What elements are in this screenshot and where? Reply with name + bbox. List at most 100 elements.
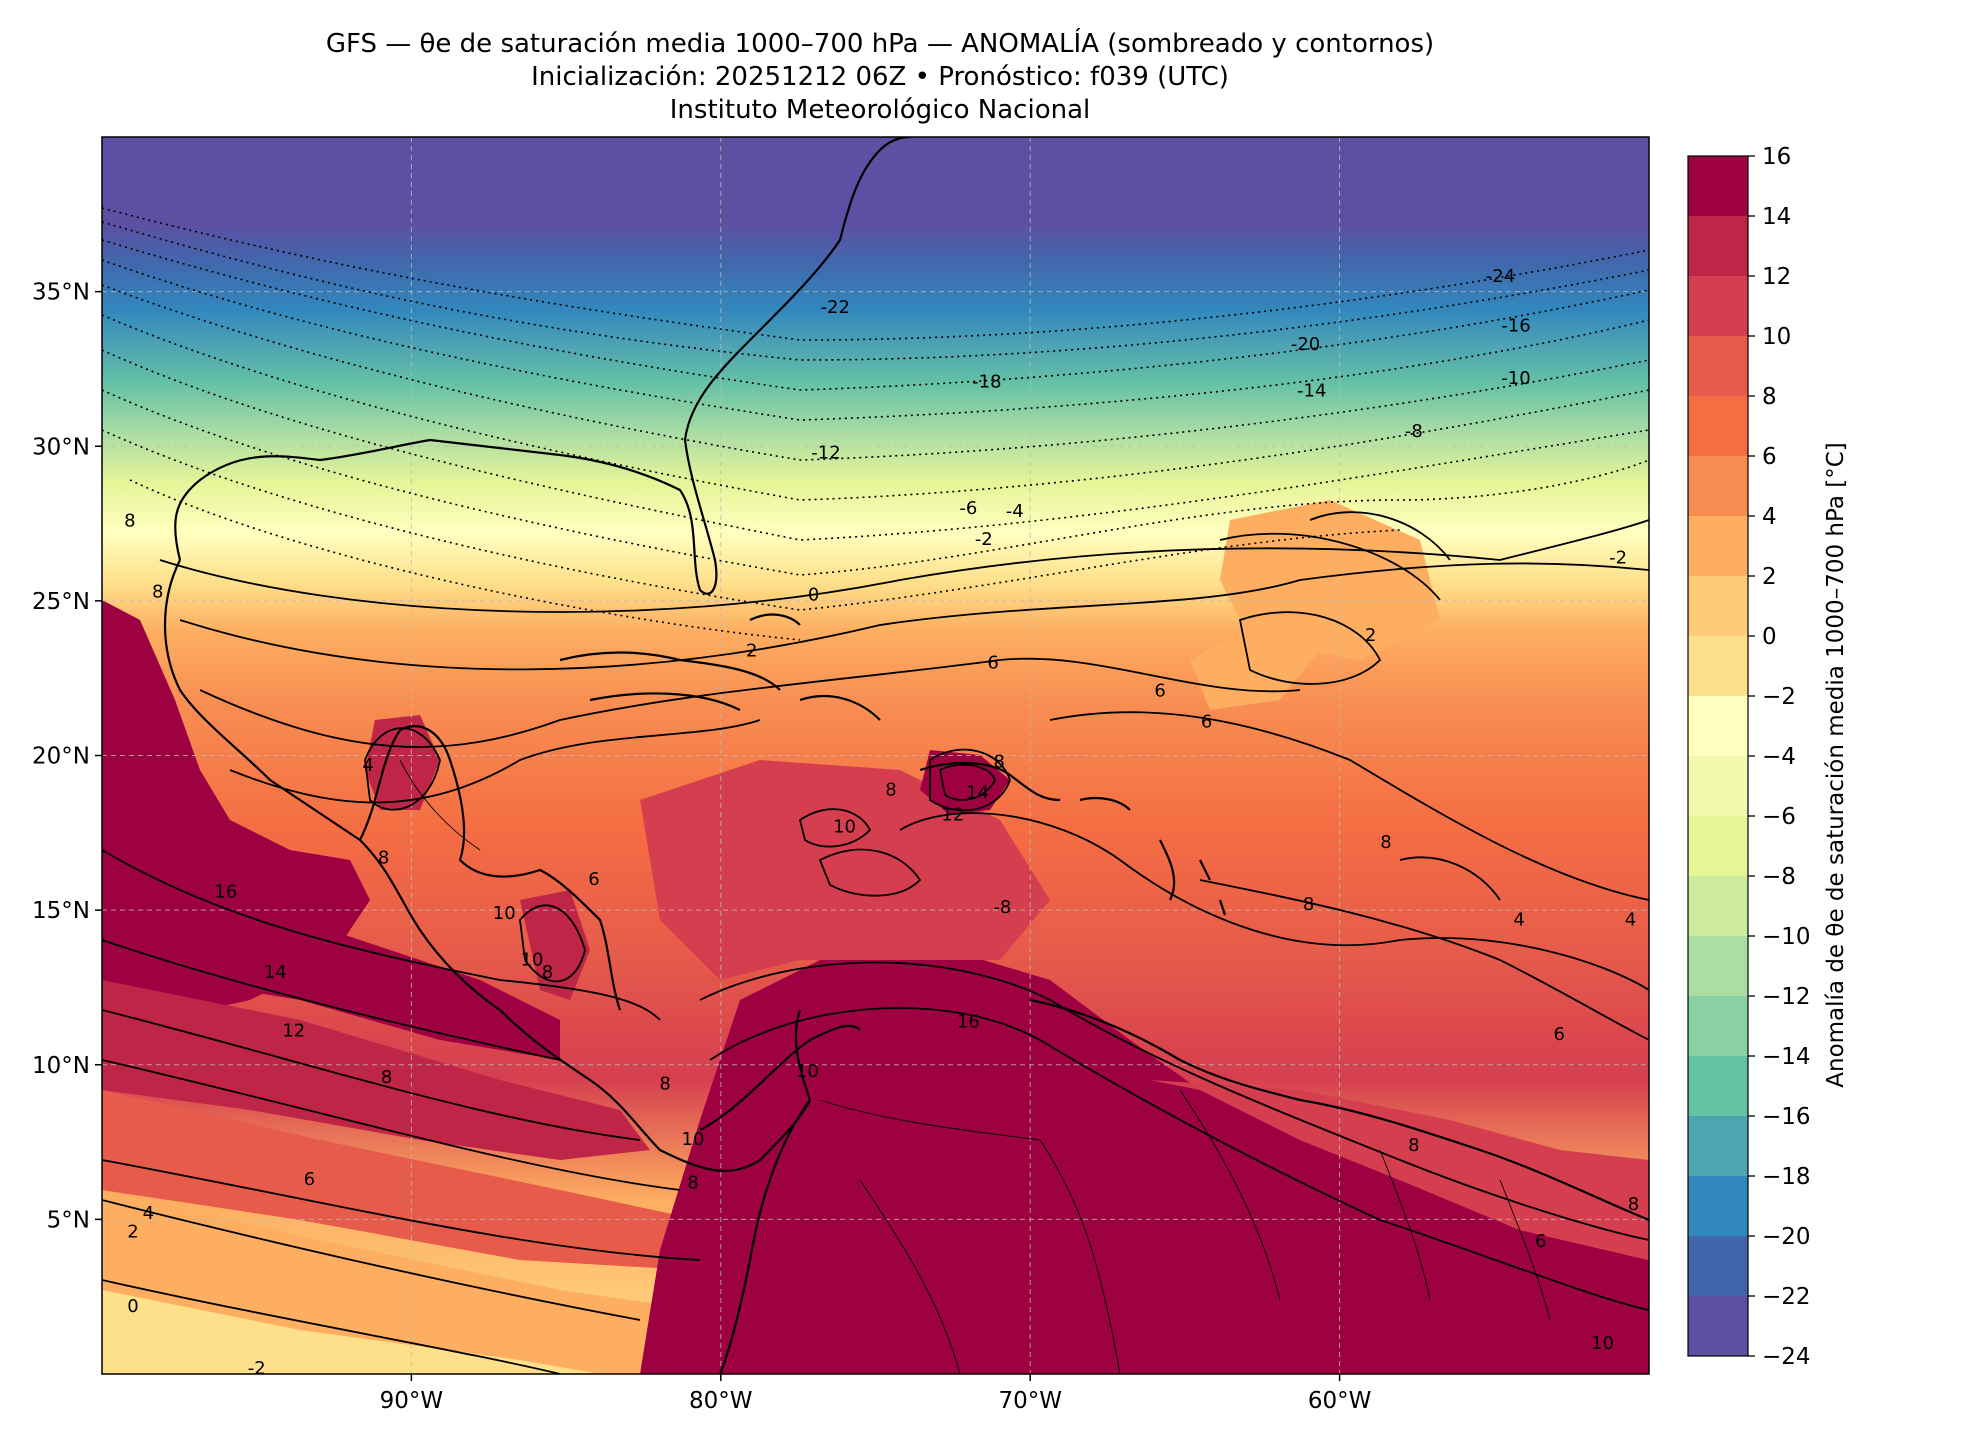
negative-contours — [102, 207, 1649, 641]
colorbar-tick-label: −12 — [1762, 984, 1811, 1010]
contour-label: 10 — [833, 817, 856, 838]
contour-label: 12 — [282, 1021, 305, 1042]
contour-label: 8 — [994, 752, 1005, 773]
contour-label: 4 — [362, 755, 373, 776]
colorbar-tick-label: −14 — [1762, 1044, 1811, 1070]
colorbar-tick-label: −10 — [1762, 924, 1811, 950]
contour-label: 8 — [885, 780, 896, 801]
contour-label: -2 — [975, 529, 993, 550]
contour-label: -22 — [821, 297, 850, 318]
colorbar-tick-label: −24 — [1762, 1344, 1811, 1370]
contour-label: 0 — [808, 585, 819, 606]
contour-label: 6 — [1201, 711, 1212, 732]
colorbar-segment — [1688, 456, 1748, 516]
colorbar-segment — [1688, 576, 1748, 636]
contour-label: -18 — [972, 371, 1001, 392]
warm-anomaly-central-america — [520, 890, 590, 1000]
mild-anomaly-atlantic-north — [1220, 500, 1440, 660]
contour-label: 14 — [966, 783, 989, 804]
contour-label: -2 — [1609, 548, 1627, 569]
colorbar-tick-label: 16 — [1762, 144, 1791, 170]
colorbar-segment — [1688, 1236, 1748, 1296]
contour-label: 6 — [588, 869, 599, 890]
contour-label: 8 — [1408, 1135, 1419, 1156]
contour-label: 4 — [1625, 909, 1636, 930]
lat-tick-label: 30°N — [32, 434, 90, 460]
colorbar-segment — [1688, 756, 1748, 816]
contour-label: 16 — [214, 882, 237, 903]
positive-contours — [102, 511, 1649, 1374]
colorbar-segment — [1688, 816, 1748, 876]
contour-label: 10 — [1591, 1333, 1614, 1354]
colorbar-segment — [1688, 1296, 1748, 1356]
contour-label: -24 — [1486, 266, 1515, 287]
colorbar-tick-label: 12 — [1762, 264, 1791, 290]
chart-subtitle-run: Inicialización: 20251212 06Z • Pronóstic… — [531, 62, 1229, 92]
colorbar-segment — [1688, 1116, 1748, 1176]
colorbar-segment — [1688, 216, 1748, 276]
contour-label: 4 — [143, 1203, 154, 1224]
warm-anomaly-pacific-band — [102, 1090, 700, 1270]
lat-tick-label: 15°N — [32, 898, 90, 924]
contour-label: 2 — [127, 1222, 138, 1243]
contour-label: 6 — [1535, 1231, 1546, 1252]
axis-ticks: 90°W 80°W 70°W 60°W35°N30°N25°N20°N15°N10°N… — [32, 280, 1371, 1414]
colorbar-tick-label: 6 — [1762, 444, 1777, 470]
contour-label: 8 — [1628, 1194, 1639, 1215]
lon-tick-label: 80°W — [689, 1388, 753, 1414]
contour-label: 8 — [152, 582, 163, 603]
colorbar-tick-label: 10 — [1762, 324, 1791, 350]
chart-title: GFS — θe de saturación media 1000–700 hP… — [325, 29, 1435, 59]
lat-tick-label: 20°N — [32, 744, 90, 770]
contour-label: -4 — [1006, 501, 1024, 522]
colorbar-tick-label: 2 — [1762, 564, 1777, 590]
warm-anomaly-guianas — [1150, 1080, 1649, 1260]
warm-anomaly-pacific-south — [102, 980, 650, 1160]
coastlines — [163, 137, 1649, 1374]
neutral-anomaly-pacific-equator — [102, 1290, 600, 1374]
colorbar-segment — [1688, 936, 1748, 996]
contour-label: 8 — [124, 510, 135, 531]
lat-tick-label: 35°N — [32, 280, 90, 306]
contour-label: -16 — [1501, 316, 1530, 337]
colorbar-segment — [1688, 516, 1748, 576]
contour-label: -10 — [1501, 368, 1530, 389]
warm-anomaly-south-america — [640, 950, 1649, 1374]
colorbar-segment — [1688, 276, 1748, 336]
lon-tick-label: 70°W — [998, 1388, 1062, 1414]
colorbar-tick-label: −16 — [1762, 1104, 1811, 1130]
colorbar-tick-label: −6 — [1762, 804, 1796, 830]
colorbar-label: Anomalía de θe de saturación media 1000–… — [1823, 442, 1849, 1087]
contour-label: -20 — [1291, 334, 1320, 355]
lon-tick-label: 90°W — [380, 1388, 444, 1414]
colorbar-segment — [1688, 636, 1748, 696]
contour-label: -6 — [959, 498, 977, 519]
contour-label: 10 — [682, 1129, 705, 1150]
colorbar-tick-label: −2 — [1762, 684, 1796, 710]
contour-label: -8 — [993, 897, 1011, 918]
colorbar-tick-label: 0 — [1762, 624, 1777, 650]
gridlines — [102, 137, 1649, 1374]
contour-label: 10 — [493, 903, 516, 924]
contour-label: -8 — [1405, 421, 1423, 442]
contour-label: 8 — [687, 1172, 698, 1193]
contour-label: 8 — [381, 1067, 392, 1088]
contour-label: 10 — [521, 950, 544, 971]
lat-tick-label: 5°N — [47, 1207, 90, 1233]
contour-label: 6 — [304, 1169, 315, 1190]
colorbar-segment — [1688, 996, 1748, 1056]
lat-tick-label: 10°N — [32, 1053, 90, 1079]
colorbar-tick-label: 14 — [1762, 204, 1791, 230]
chart-subtitle-institution: Instituto Meteorológico Nacional — [669, 95, 1091, 125]
colorbar-tick-label: −22 — [1762, 1284, 1811, 1310]
lon-tick-label: 60°W — [1308, 1388, 1372, 1414]
contour-label: -14 — [1297, 381, 1326, 402]
colorbar-tick-label: −4 — [1762, 744, 1796, 770]
lat-tick-label: 25°N — [32, 589, 90, 615]
colorbar-segment — [1688, 396, 1748, 456]
contour-label: 14 — [264, 962, 287, 983]
contour-label: 6 — [1554, 1024, 1565, 1045]
country-borders — [399, 759, 1551, 1374]
colorbar-segment — [1688, 336, 1748, 396]
